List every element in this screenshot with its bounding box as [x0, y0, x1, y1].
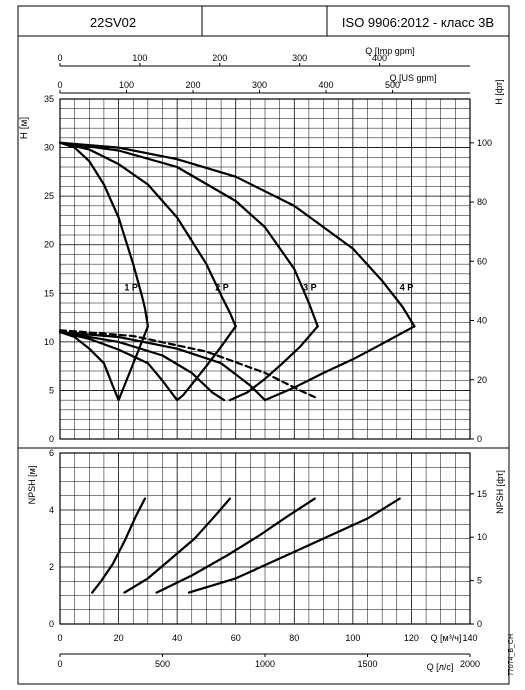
- top-axis-imp-label: Q [Imp gpm]: [365, 46, 415, 56]
- top-axis-tick-label: 100: [119, 80, 134, 90]
- head-curve-efficiency-4: [117, 325, 149, 402]
- npsh-y-tick-label: 6: [49, 448, 54, 458]
- top-axis-tick-label: 400: [319, 80, 334, 90]
- series-label: 3 P: [303, 282, 317, 292]
- npsh-x-tick-label: 20: [114, 633, 124, 643]
- npsh-ylabel: NPSH [м]: [27, 466, 37, 505]
- head-curve-input-9: [58, 331, 179, 402]
- head-panel-frame: [17, 35, 510, 449]
- lower-axis-tick-label: 1500: [357, 659, 377, 669]
- header-model: 22SV02: [90, 15, 136, 30]
- head-y-ticks-right: 0 20 40 60 80 100: [470, 138, 492, 444]
- top-axis-tick-label: 100: [132, 53, 147, 63]
- npsh-y-ticks: 0 2 4 6: [49, 448, 54, 629]
- npsh-x-ticks-lower: 0 500 1000 1500 2000: [57, 653, 480, 669]
- npsh-x-tick-label: 80: [289, 633, 299, 643]
- head-plot-border: [59, 98, 471, 440]
- head-curve-dashed-12: [58, 329, 316, 399]
- head-y-tick-label: 30: [44, 143, 54, 153]
- lower-axis-tick-label: 0: [57, 659, 62, 669]
- npsh-curve-0: [91, 497, 146, 594]
- npsh-curve-1: [123, 497, 231, 594]
- side-code: 77074_B_CH: [508, 634, 515, 676]
- head-y-tick-label: 35: [44, 94, 54, 104]
- head-curve-head-1: [58, 141, 237, 328]
- head-ylabel: H [м]: [19, 117, 30, 140]
- header-standard: ISO 9906:2012 - класс 3B: [342, 15, 494, 30]
- top-axis-tick-label: 200: [212, 53, 227, 63]
- head-y-tick-label: 5: [49, 385, 54, 395]
- npsh-y-right-tick-label: 15: [477, 489, 487, 499]
- npsh-y-tick-label: 2: [49, 562, 54, 572]
- header: 22SV02 ISO 9906:2012 - класс 3B: [17, 5, 510, 37]
- top-axis-us-gpm: 0 100 200 300 400 500: [57, 80, 470, 94]
- head-y-tick-label: 0: [49, 434, 54, 444]
- head-series-labels: 1 P 2 P 3 P 4 P: [124, 282, 413, 292]
- npsh-ylabel-right: NPSH [фт]: [495, 470, 505, 514]
- npsh-y-right-tick-label: 5: [477, 576, 482, 586]
- head-curve-efficiency-5: [176, 325, 237, 402]
- npsh-y-tick-label: 4: [49, 505, 54, 515]
- npsh-curve-2: [155, 497, 316, 594]
- head-y-right-tick-label: 60: [477, 256, 487, 266]
- top-axis-us-label: Q [US gpm]: [389, 73, 436, 83]
- top-axis-tick-label: 0: [57, 53, 62, 63]
- lower-axis-tick-label: 1000: [255, 659, 275, 669]
- top-axis-tick-label: 400: [372, 53, 387, 63]
- head-y-tick-label: 15: [44, 288, 54, 298]
- npsh-x-tick-label: 120: [404, 633, 419, 643]
- head-curve-input-11: [58, 331, 267, 402]
- head-y-right-tick-label: 100: [477, 138, 492, 148]
- head-curve-efficiency-7: [263, 325, 416, 402]
- head-curve-head-3: [58, 141, 416, 328]
- series-label: 2 P: [215, 282, 229, 292]
- head-curve-head-0: [58, 141, 149, 328]
- npsh-x-tick-label: 0: [57, 633, 62, 643]
- npsh-y-tick-label: 0: [49, 619, 54, 629]
- series-label: 4 P: [400, 282, 414, 292]
- npsh-x-ticks: 0 20 40 60 80 100 120 140: [57, 633, 477, 643]
- head-y-right-tick-label: 80: [477, 197, 487, 207]
- head-ylabel-right: H [фт]: [494, 79, 504, 104]
- head-y-tick-label: 25: [44, 191, 54, 201]
- npsh-xlabel: Q [м³/ч]: [431, 633, 462, 643]
- npsh-y-ticks-right: 0 5 10 15: [470, 489, 487, 629]
- top-axis-tick-label: 300: [252, 80, 267, 90]
- head-curve-head-2: [58, 141, 319, 328]
- npsh-x-tick-label: 140: [462, 633, 477, 643]
- npsh-x-tick-label: 40: [172, 633, 182, 643]
- lower-axis-tick-label: 2000: [460, 659, 480, 669]
- head-y-right-tick-label: 0: [477, 434, 482, 444]
- npsh-grid: [59, 452, 471, 625]
- npsh-plot-border: [59, 452, 471, 625]
- npsh-x-tick-label: 60: [231, 633, 241, 643]
- head-y-right-tick-label: 20: [477, 375, 487, 385]
- head-curves: [58, 141, 416, 402]
- npsh-panel: 0 2 4 6 0 5 10 15 0 20 40 60 80 100 120 140 0 500 1000 1…: [27, 448, 505, 672]
- top-axis-tick-label: 200: [186, 80, 201, 90]
- npsh-x-tick-label: 100: [345, 633, 360, 643]
- head-grid: [59, 98, 471, 440]
- head-y-tick-label: 20: [44, 240, 54, 250]
- npsh-xlabel-lower: Q [л/с]: [427, 662, 454, 672]
- series-label: 1 P: [124, 282, 138, 292]
- lower-axis-tick-label: 500: [155, 659, 170, 669]
- top-axis-tick-label: 500: [385, 80, 400, 90]
- top-axis-imp-gpm: 0 100 200 300 400: [57, 53, 470, 67]
- npsh-panel-frame: [17, 447, 510, 685]
- top-axis-tick-label: 0: [57, 80, 62, 90]
- head-y-right-tick-label: 40: [477, 316, 487, 326]
- head-panel: 1 P 2 P 3 P 4 P 0 5 10 15 20 25 30 35 0 20 40 60 80 100…: [19, 46, 504, 444]
- npsh-curves: [91, 497, 401, 594]
- top-axis-tick-label: 300: [292, 53, 307, 63]
- npsh-y-right-tick-label: 10: [477, 532, 487, 542]
- head-curve-input-8: [58, 331, 120, 402]
- head-curve-input-10: [58, 331, 226, 402]
- head-y-ticks: 0 5 10 15 20 25 30 35: [44, 94, 54, 444]
- npsh-y-right-tick-label: 0: [477, 619, 482, 629]
- npsh-curve-3: [187, 497, 401, 594]
- head-curve-efficiency-6: [228, 325, 319, 402]
- head-y-tick-label: 10: [44, 337, 54, 347]
